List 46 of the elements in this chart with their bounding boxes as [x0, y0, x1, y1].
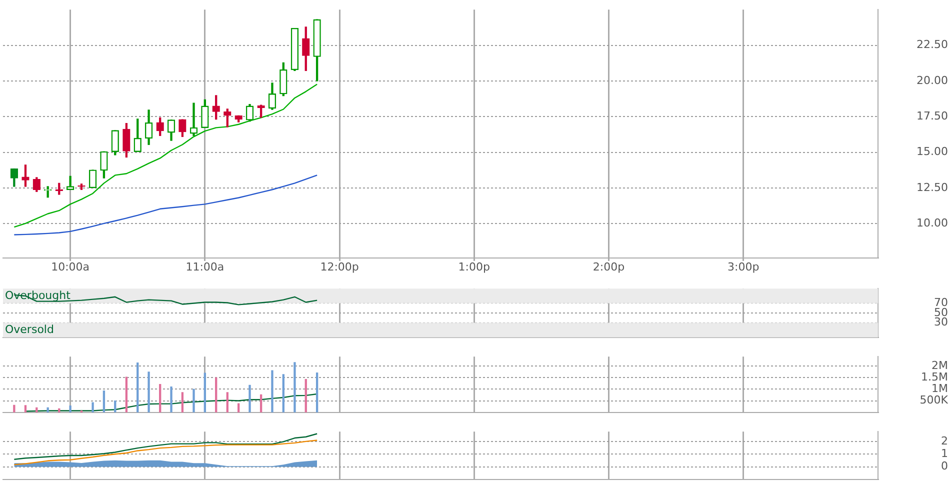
- bar: [282, 374, 284, 412]
- bar: [237, 403, 240, 412]
- bar: [136, 362, 139, 412]
- bar: [159, 384, 162, 412]
- band-label: Oversold: [5, 323, 54, 336]
- bar: [69, 406, 72, 412]
- x-tick-label: 3:00p: [728, 260, 760, 274]
- candlestick: [44, 186, 52, 198]
- y-tick-label: 1M: [932, 382, 948, 396]
- bar: [271, 370, 274, 412]
- x-tick-label: 1:00p: [458, 260, 490, 274]
- y-tick-label: 1.5M: [921, 370, 948, 384]
- bar: [148, 372, 150, 412]
- y-tick-label: 0: [941, 460, 948, 473]
- y-tick-label: 17.50: [916, 110, 948, 123]
- y-tick-label: 500K: [920, 394, 949, 407]
- bar: [294, 362, 296, 412]
- bar: [13, 404, 16, 412]
- bar: [215, 377, 218, 412]
- bar: [92, 402, 94, 412]
- y-tick-label: 22.50: [916, 38, 948, 52]
- x-tick-label: 11:00a: [186, 260, 224, 274]
- candlestick: [190, 102, 198, 136]
- y-tick-label: 15.00: [916, 145, 948, 158]
- bar: [226, 392, 228, 412]
- y-tick-label: 20.00: [916, 74, 948, 87]
- bar: [181, 392, 184, 412]
- y-tick-label: 2M: [932, 358, 948, 372]
- bar: [316, 372, 318, 412]
- x-tick-label: 12:00p: [320, 260, 359, 274]
- y-tick-label: 1: [941, 447, 948, 460]
- bar: [192, 388, 195, 412]
- bar: [304, 379, 307, 412]
- bar: [102, 390, 106, 412]
- y-tick-label: 10.00: [916, 216, 948, 230]
- bar: [260, 394, 262, 412]
- bar: [125, 376, 128, 412]
- y-tick-label: 2: [941, 434, 948, 448]
- y-tick-label: 12.50: [916, 180, 948, 194]
- x-tick-label: 10:00a: [51, 260, 90, 274]
- x-tick-label: 2:00p: [592, 260, 625, 274]
- band-label: Overbought: [5, 288, 72, 302]
- bar: [170, 386, 172, 412]
- bar: [204, 372, 206, 412]
- bar: [46, 407, 49, 412]
- bar: [248, 384, 251, 412]
